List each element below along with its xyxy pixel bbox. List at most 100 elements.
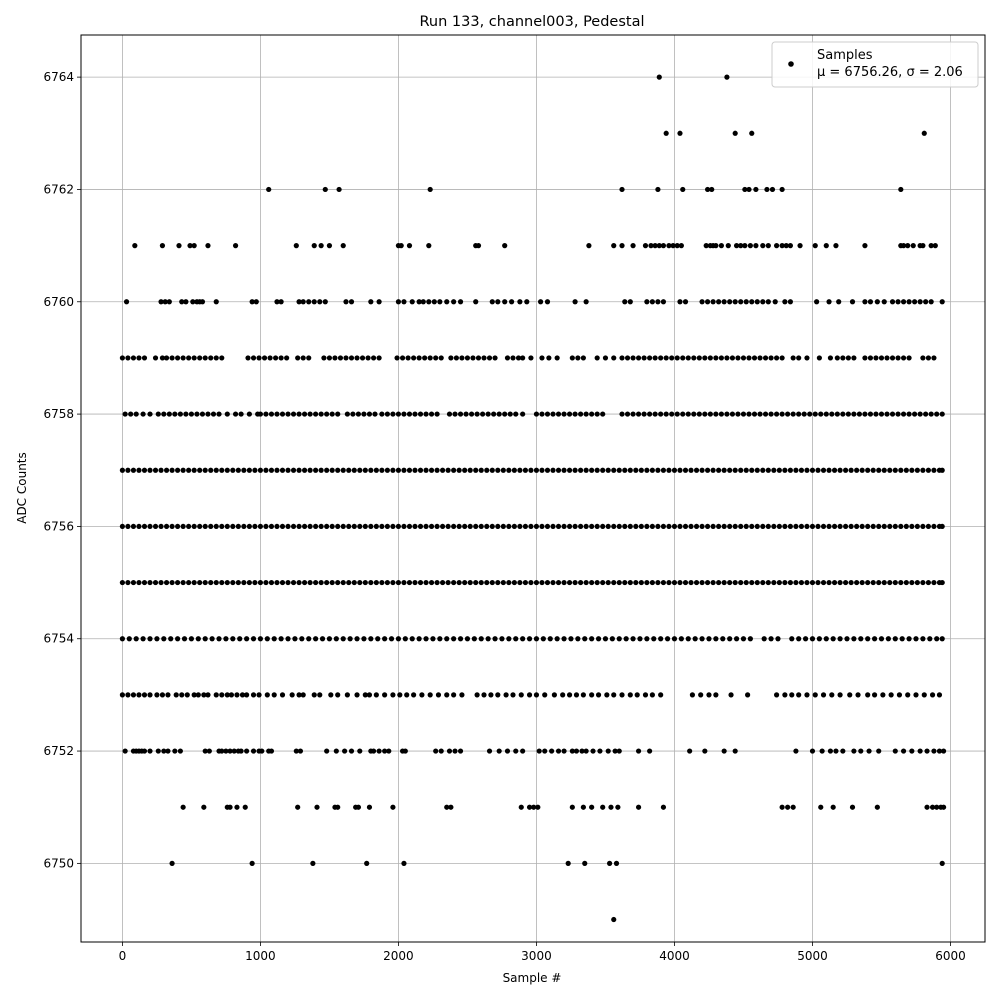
data-point xyxy=(578,467,584,473)
data-point xyxy=(706,692,712,698)
data-point xyxy=(544,411,551,417)
data-point xyxy=(147,636,153,642)
data-point xyxy=(136,355,142,361)
data-point xyxy=(224,579,230,586)
data-point xyxy=(492,636,498,642)
data-point xyxy=(903,467,909,473)
data-point xyxy=(488,692,494,698)
legend-series-name: Samples xyxy=(817,48,873,63)
data-point xyxy=(920,523,926,530)
data-point xyxy=(555,748,562,754)
data-point xyxy=(644,299,650,305)
data-point xyxy=(831,523,838,530)
data-point xyxy=(669,355,675,361)
data-point xyxy=(533,692,540,698)
data-point xyxy=(306,299,312,305)
data-point xyxy=(191,355,197,361)
data-point xyxy=(742,243,748,249)
data-point xyxy=(671,467,678,473)
data-point xyxy=(141,467,148,473)
data-point xyxy=(878,355,885,361)
data-point xyxy=(787,579,793,586)
data-point xyxy=(433,748,439,754)
data-point xyxy=(798,579,805,586)
data-point xyxy=(854,523,860,530)
data-point xyxy=(329,467,335,473)
data-point xyxy=(589,636,595,642)
data-point xyxy=(301,411,308,417)
data-point xyxy=(376,355,382,361)
data-point xyxy=(444,299,450,305)
data-point xyxy=(154,636,160,642)
data-point xyxy=(566,467,573,473)
data-point xyxy=(473,523,479,530)
data-point xyxy=(544,523,551,530)
data-point xyxy=(163,467,170,473)
data-point xyxy=(867,411,874,417)
data-point xyxy=(909,748,915,754)
data-point xyxy=(459,692,465,698)
data-point xyxy=(652,243,658,249)
data-point xyxy=(844,636,850,642)
data-point xyxy=(934,411,940,417)
data-point xyxy=(368,579,374,586)
data-point xyxy=(517,299,523,305)
data-point xyxy=(175,467,181,473)
data-point xyxy=(940,804,947,810)
data-point xyxy=(125,467,131,473)
data-point xyxy=(611,467,617,473)
data-point xyxy=(340,579,346,586)
data-point xyxy=(289,692,295,698)
data-point xyxy=(249,299,255,305)
data-point xyxy=(600,411,606,417)
data-point xyxy=(187,243,193,249)
data-point xyxy=(635,355,642,361)
data-point xyxy=(257,523,264,530)
data-point xyxy=(831,579,838,586)
data-point xyxy=(230,579,236,586)
data-point xyxy=(783,243,789,249)
data-point xyxy=(464,355,471,361)
data-point xyxy=(301,523,308,530)
data-point xyxy=(459,355,465,361)
data-point xyxy=(504,748,511,754)
data-point xyxy=(423,636,429,642)
data-point xyxy=(765,579,771,586)
data-point xyxy=(931,355,937,361)
data-point xyxy=(290,467,297,473)
data-point xyxy=(517,523,523,530)
data-point xyxy=(884,355,890,361)
data-point xyxy=(605,748,611,754)
data-point xyxy=(163,579,170,586)
data-point xyxy=(606,860,613,866)
data-point xyxy=(464,636,471,642)
data-point xyxy=(231,748,237,754)
data-point xyxy=(746,186,752,193)
data-point xyxy=(660,299,667,305)
data-point xyxy=(249,860,255,866)
data-point xyxy=(395,579,402,586)
data-point xyxy=(264,692,270,698)
data-point xyxy=(362,579,368,586)
data-point xyxy=(851,636,857,642)
data-point xyxy=(586,243,592,249)
data-point xyxy=(522,467,529,473)
data-point xyxy=(830,636,836,642)
data-point xyxy=(696,411,702,417)
data-point xyxy=(713,243,719,249)
data-point xyxy=(555,411,562,417)
data-point xyxy=(862,243,868,249)
data-point xyxy=(390,804,396,810)
data-point xyxy=(179,692,185,698)
data-point xyxy=(649,692,655,698)
data-point xyxy=(900,243,907,249)
data-point xyxy=(812,411,818,417)
data-point xyxy=(290,411,297,417)
data-point xyxy=(779,804,785,810)
data-point xyxy=(486,355,493,361)
data-point xyxy=(246,579,252,586)
data-point xyxy=(357,748,363,754)
data-point xyxy=(285,411,291,417)
data-point xyxy=(797,243,803,249)
data-point xyxy=(539,523,545,530)
